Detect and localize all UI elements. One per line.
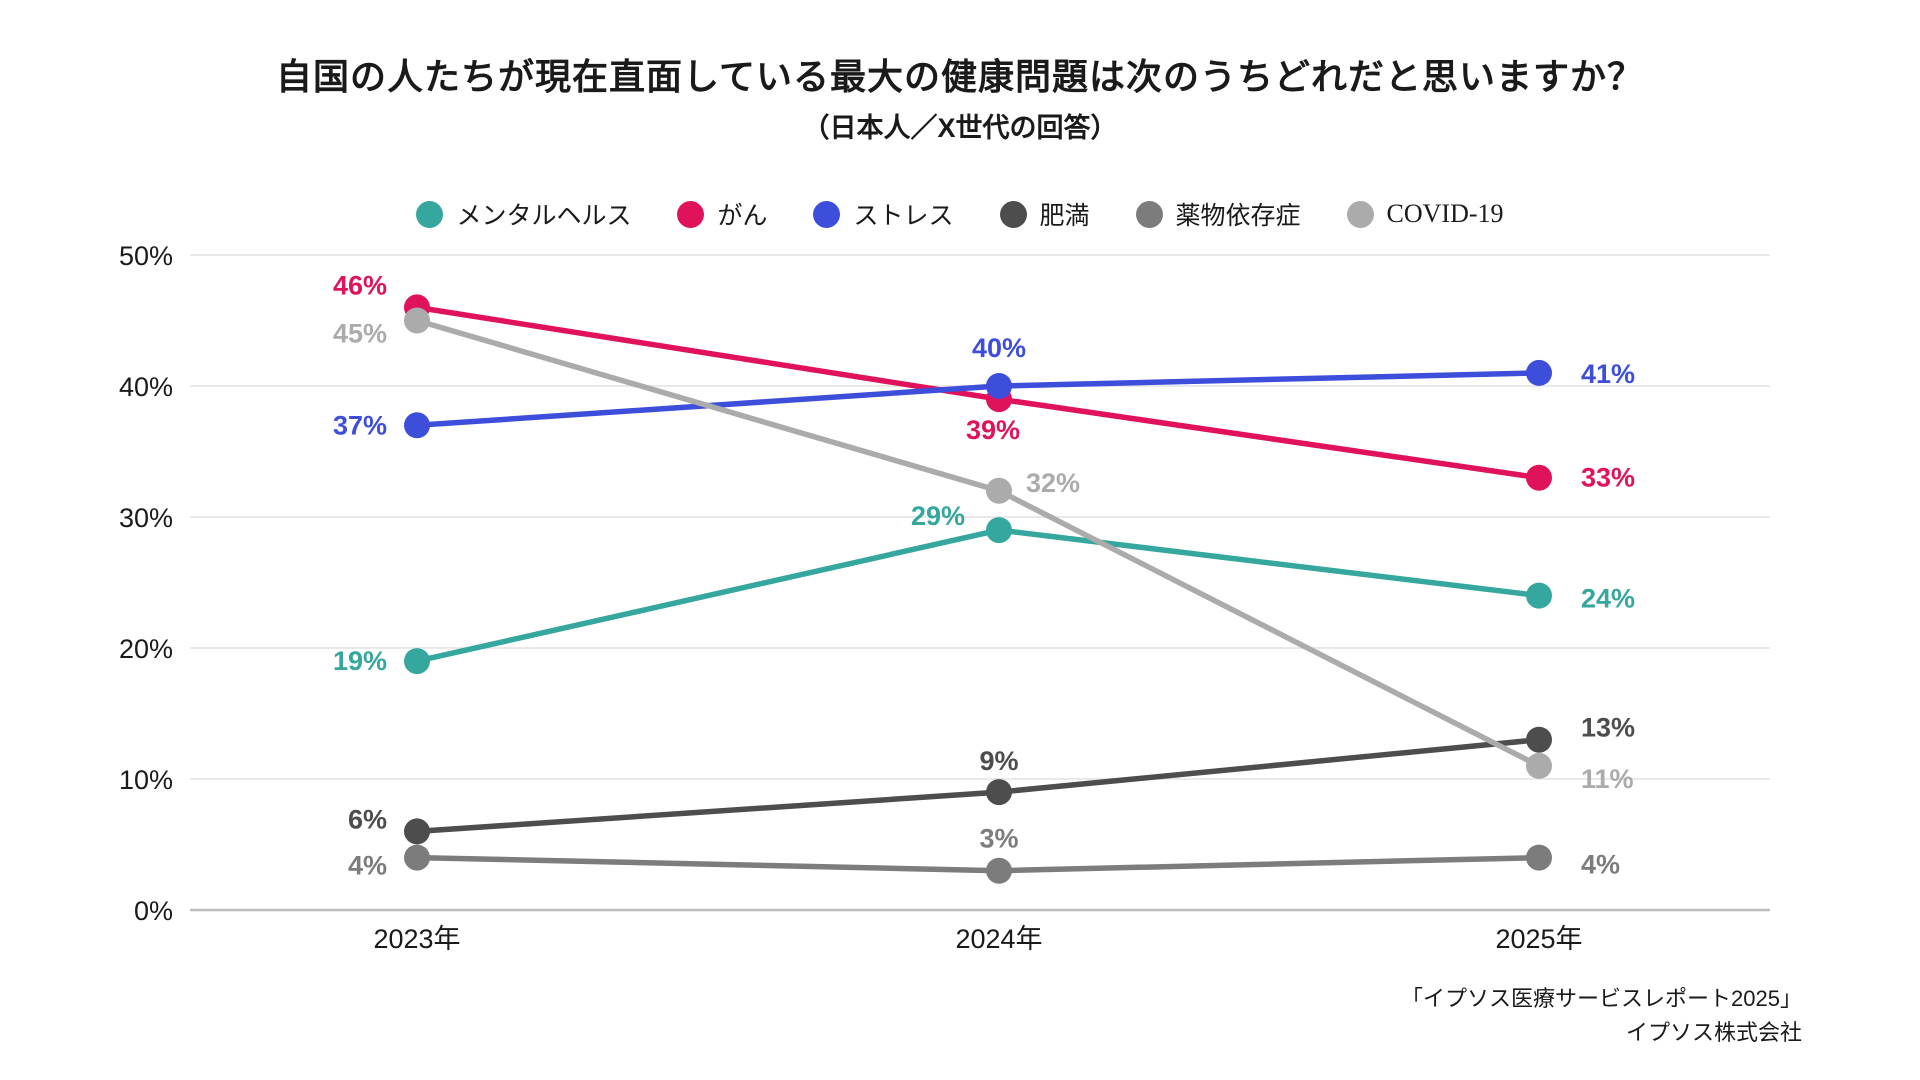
value-label: 24% [1581, 584, 1635, 614]
value-label: 19% [333, 646, 387, 676]
legend-swatch-icon [1346, 200, 1374, 228]
legend-label: ストレス [853, 202, 954, 230]
legend-item: メンタルヘルス [416, 196, 631, 232]
legend-label: がん [717, 202, 768, 230]
value-label: 29% [911, 501, 965, 531]
data-point [986, 373, 1012, 399]
legend-swatch-icon [813, 200, 841, 228]
data-point [1526, 726, 1552, 753]
value-label: 3% [979, 824, 1018, 854]
value-label: 37% [333, 410, 387, 440]
x-tick-label: 2023年 [373, 924, 460, 954]
x-tick-label: 2025年 [1495, 924, 1582, 954]
data-point [404, 844, 430, 871]
data-point [1526, 844, 1552, 871]
value-label: 4% [348, 851, 387, 881]
legend-swatch-icon [999, 200, 1027, 228]
data-point [986, 779, 1012, 806]
series-line [414, 854, 1542, 874]
y-tick-label: 20% [119, 634, 173, 664]
data-point [1526, 359, 1552, 386]
value-label: 45% [333, 319, 387, 349]
x-tick-label: 2024年 [955, 924, 1042, 954]
legend-item: 薬物依存症 [1135, 196, 1301, 232]
legend-swatch-icon [1135, 200, 1163, 228]
value-label: 4% [1581, 850, 1620, 880]
data-point [404, 818, 430, 845]
value-label: 13% [1581, 713, 1635, 743]
legend: メンタルヘルス がん ストレス 肥満 薬物依存症 COVID-19 [0, 196, 1920, 232]
chart-title: 自国の人たちが現在直面している最大の健康問題は次のうちどれだと思いますか？ [276, 56, 1644, 97]
data-point [404, 412, 430, 439]
legend-swatch-icon [677, 200, 705, 228]
data-point [1526, 752, 1552, 779]
series-line [414, 527, 1542, 664]
y-tick-label: 0% [134, 896, 173, 926]
data-point [986, 477, 1012, 504]
legend-label: 肥満 [1039, 202, 1090, 230]
y-tick-label: 50% [119, 241, 173, 271]
source-line-2: イプソス株式会社 [1625, 1020, 1802, 1045]
data-point [1526, 464, 1552, 491]
value-label: 9% [979, 746, 1018, 776]
legend-item: がん [677, 196, 767, 232]
value-label: 39% [966, 415, 1020, 445]
value-label: 11% [1581, 764, 1634, 794]
source-note: 「イプソス医療サービスレポート2025」 イプソス株式会社 [1401, 982, 1802, 1050]
legend-item: ストレス [813, 196, 954, 232]
y-tick-label: 30% [119, 503, 173, 533]
y-tick-label: 40% [119, 372, 173, 402]
chart-subtitle: （日本人／X世代の回答） [802, 113, 1118, 143]
series-line [414, 736, 1542, 835]
data-point [986, 857, 1012, 884]
value-label: 41% [1581, 359, 1635, 389]
legend-item: 肥満 [999, 196, 1090, 232]
data-point [986, 517, 1012, 544]
value-label: 33% [1581, 463, 1635, 493]
value-label: 46% [333, 270, 387, 300]
data-point [1526, 582, 1552, 609]
value-label: 40% [972, 333, 1026, 363]
legend-label: COVID-19 [1386, 199, 1504, 228]
value-label: 6% [348, 804, 387, 834]
legend-label: メンタルヘルス [456, 202, 632, 230]
value-label: 32% [1026, 468, 1080, 498]
data-point [404, 648, 430, 675]
legend-label: 薬物依存症 [1175, 202, 1301, 230]
legend-item: COVID-19 [1346, 199, 1504, 229]
source-line-1: 「イプソス医療サービスレポート2025」 [1401, 986, 1802, 1011]
y-tick-label: 10% [119, 765, 173, 795]
legend-swatch-icon [416, 200, 444, 228]
data-point [404, 307, 430, 334]
